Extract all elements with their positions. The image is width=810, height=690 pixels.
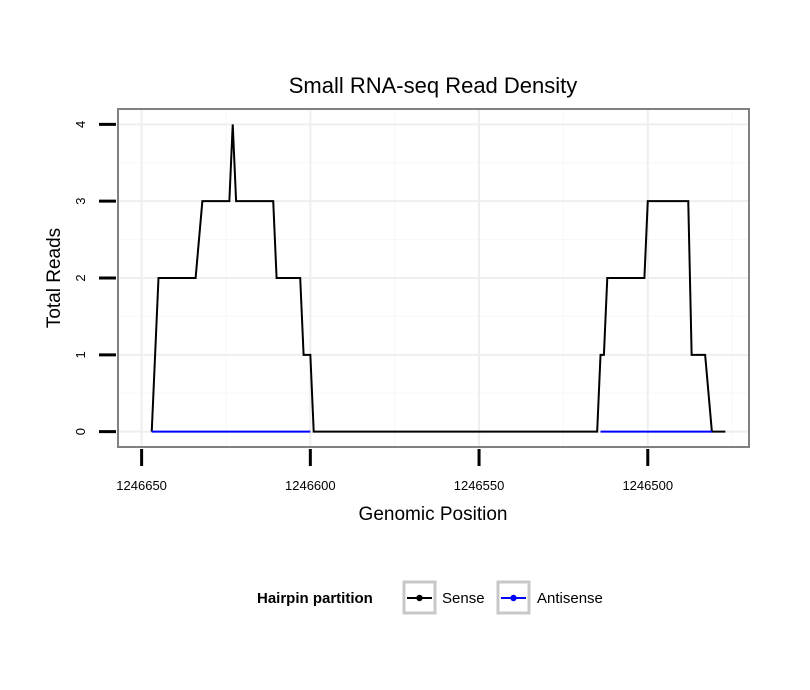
legend: Hairpin partition Sense Antisense bbox=[257, 580, 603, 615]
series-layer bbox=[150, 124, 726, 433]
panel-border bbox=[117, 108, 750, 448]
x-tick-label: 1246500 bbox=[622, 478, 673, 493]
x-axis-title: Genomic Position bbox=[359, 504, 508, 525]
legend-item-antisense: Antisense bbox=[496, 580, 603, 615]
plot-panel bbox=[117, 108, 750, 448]
y-tick-label: 4 bbox=[73, 121, 88, 128]
legend-label-antisense: Antisense bbox=[537, 590, 603, 607]
y-tick-label: 2 bbox=[73, 274, 88, 281]
legend-dot-sense bbox=[416, 594, 423, 602]
legend-item-sense: Sense bbox=[402, 580, 485, 615]
x-axis: 1246650 1246600 1246550 1246500 bbox=[116, 449, 673, 493]
legend-title: Hairpin partition bbox=[257, 590, 373, 607]
x-tick-label: 1246550 bbox=[454, 478, 505, 493]
x-tick-label: 1246600 bbox=[285, 478, 336, 493]
legend-dot-antisense bbox=[510, 594, 517, 602]
y-axis-title: Total Reads bbox=[44, 228, 65, 328]
chart-title: Small RNA-seq Read Density bbox=[289, 73, 578, 98]
series-line-sense bbox=[150, 124, 726, 433]
x-tick-label: 1246650 bbox=[116, 478, 167, 493]
y-tick-label: 1 bbox=[73, 351, 88, 358]
legend-label-sense: Sense bbox=[442, 590, 485, 607]
y-tick-label: 0 bbox=[73, 428, 88, 435]
y-axis: 0 1 2 3 4 bbox=[73, 121, 116, 435]
y-tick-label: 3 bbox=[73, 198, 88, 205]
